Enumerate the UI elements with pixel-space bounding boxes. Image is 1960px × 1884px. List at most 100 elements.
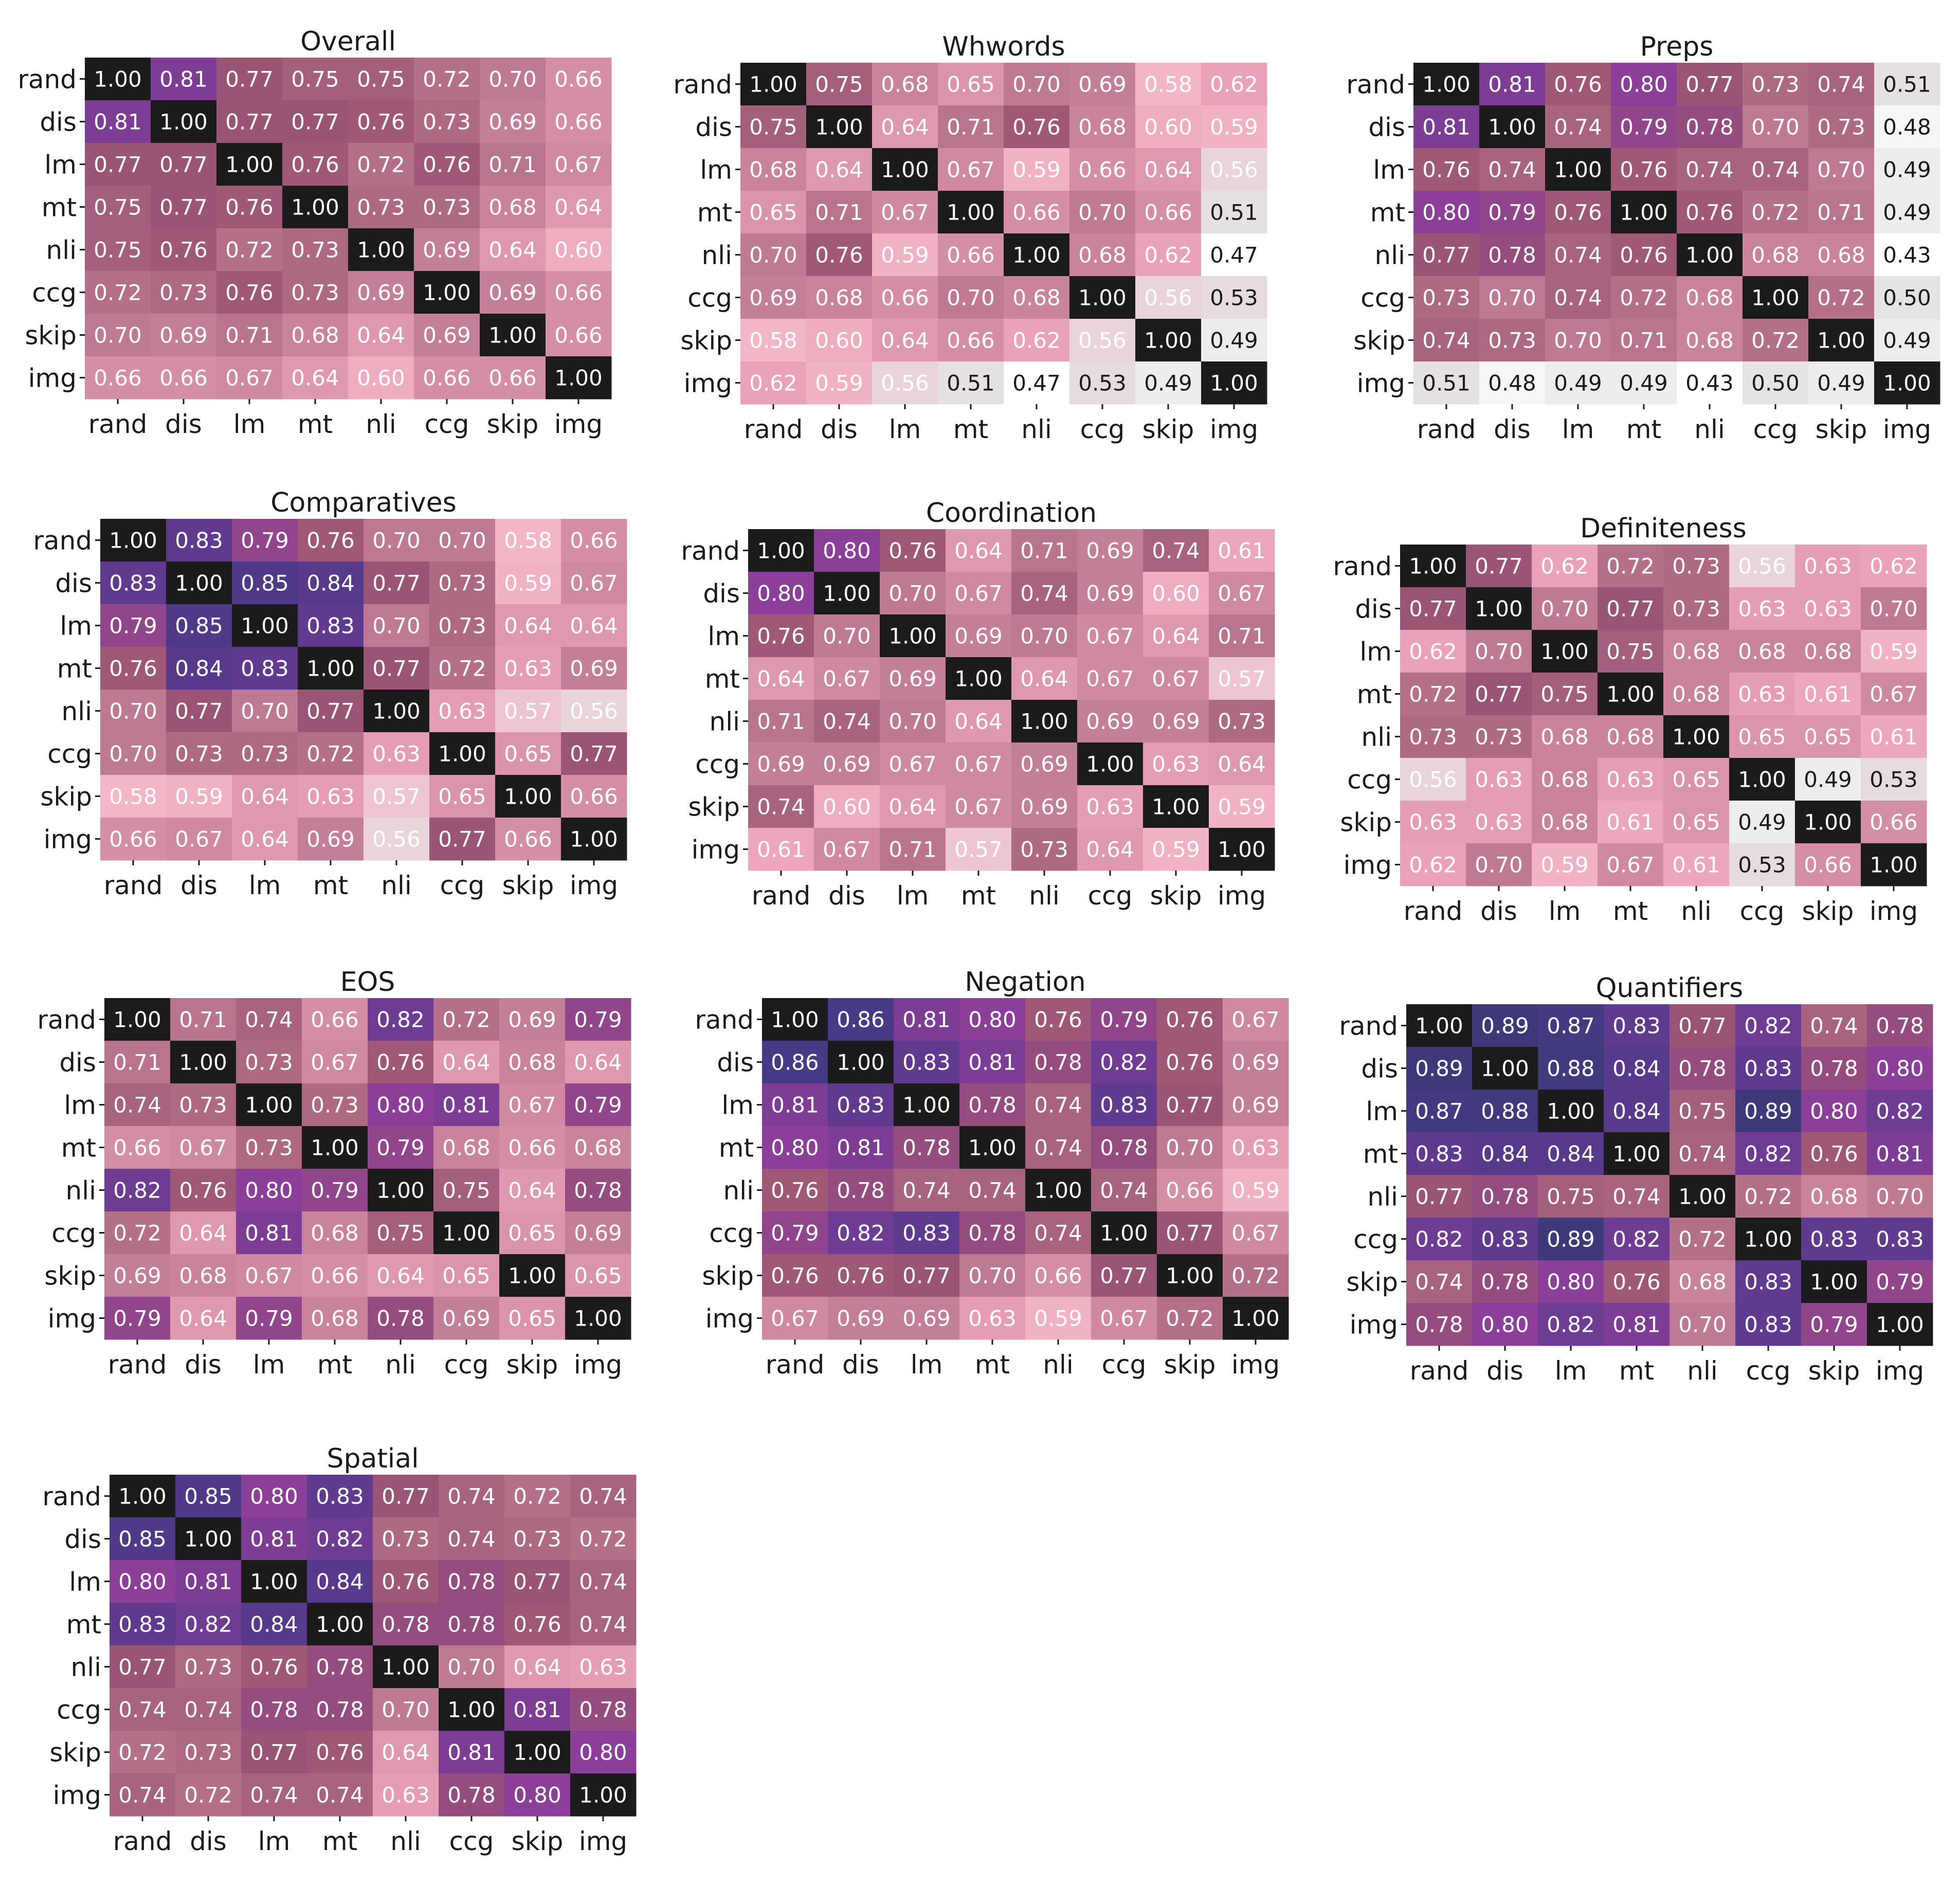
heatmap-cell	[348, 271, 414, 314]
x-tick-label: lm	[1549, 896, 1581, 926]
cell-value-label: 0.73	[241, 741, 289, 767]
heatmap-cell	[561, 690, 627, 733]
cell-value-label: 0.73	[423, 110, 471, 135]
heatmap-cell	[814, 700, 880, 743]
cell-value-label: 0.62	[1012, 328, 1061, 353]
cell-value-label: 0.71	[179, 1007, 227, 1032]
heatmap-cell	[946, 529, 1012, 572]
heatmap-cell	[1413, 361, 1480, 405]
cell-value-label: 0.65	[438, 784, 486, 809]
cell-value-label: 1.00	[1612, 1142, 1661, 1167]
heatmap-cell	[85, 314, 151, 357]
heatmap-cell	[110, 1645, 176, 1689]
y-tick-label: mt	[42, 193, 77, 223]
cell-value-label: 0.63	[306, 784, 355, 809]
cell-value-label: 0.65	[1738, 724, 1786, 750]
cell-value-label: 0.51	[1210, 200, 1258, 225]
heatmap-cell	[414, 271, 480, 314]
cell-value-label: 0.80	[1810, 1099, 1858, 1124]
cell-value-label: 0.72	[438, 656, 486, 681]
cell-value-label: 0.80	[1481, 1312, 1529, 1337]
heatmap-cell	[241, 1645, 307, 1689]
cell-value-label: 0.72	[184, 1783, 232, 1808]
heatmap-cell	[1400, 587, 1466, 630]
heatmap-cell	[1406, 1004, 1473, 1047]
heatmap-cell	[946, 742, 1012, 786]
cell-value-label: 0.74	[1554, 285, 1602, 311]
cell-value-label: 1.00	[1078, 285, 1127, 311]
cell-value-label: 0.70	[1817, 157, 1865, 183]
cell-value-label: 0.56	[1078, 328, 1127, 353]
heatmap-cell	[1201, 63, 1267, 106]
cell-value-label: 0.79	[109, 613, 157, 639]
cell-value-label: 0.67	[179, 1135, 227, 1161]
cell-value-label: 0.58	[504, 528, 552, 553]
cell-value-label: 0.81	[94, 110, 142, 135]
heatmap-cell	[236, 1126, 302, 1169]
heatmap-cell	[1223, 998, 1289, 1041]
cell-value-label: 0.66	[113, 1135, 161, 1161]
panel-title: Whwords	[942, 31, 1065, 62]
y-tick-label: nli	[1368, 1182, 1398, 1212]
cell-value-label: 0.65	[508, 1306, 556, 1331]
cell-value-label: 0.69	[1086, 709, 1134, 734]
heatmap-cell	[429, 732, 496, 775]
cell-value-label: 0.63	[438, 699, 486, 724]
heatmap-cell	[241, 1688, 307, 1731]
heatmap-cell	[946, 572, 1012, 615]
heatmap-cell	[1801, 1260, 1867, 1303]
heatmap-cell	[748, 742, 814, 786]
x-tick-label: skip	[1142, 414, 1194, 444]
cell-value-label: 0.49	[1144, 371, 1192, 396]
cell-value-label: 0.75	[94, 195, 142, 220]
heatmap-cell	[1677, 63, 1743, 106]
cell-value-label: 0.72	[579, 1527, 627, 1552]
heatmap-cell	[368, 1041, 434, 1084]
heatmap-cell	[307, 1773, 373, 1817]
heatmap-cell	[1874, 233, 1940, 277]
cell-value-label: 0.64	[241, 827, 289, 852]
cell-value-label: 0.72	[357, 152, 405, 177]
heatmap-cell	[110, 1603, 176, 1646]
heatmap-cell	[364, 561, 430, 605]
heatmap-cell	[762, 1254, 828, 1297]
heatmap-cell	[241, 1773, 307, 1817]
cell-value-label: 0.76	[771, 1178, 819, 1203]
heatmap-cell	[1157, 1126, 1223, 1169]
heatmap-cell	[1135, 233, 1202, 277]
heatmap-cell	[1479, 276, 1546, 319]
heatmap-cell	[1157, 1254, 1223, 1297]
x-tick-label: dis	[180, 871, 217, 900]
heatmap-cell	[282, 100, 349, 143]
heatmap-cell	[546, 186, 612, 229]
x-tick-label: ccg	[425, 409, 469, 439]
heatmap-cell	[894, 1254, 960, 1297]
cell-value-label: 0.56	[1738, 554, 1786, 579]
x-tick-label: lm	[249, 871, 281, 900]
cell-value-label: 0.75	[1540, 682, 1589, 707]
heatmap-cell	[504, 1603, 571, 1646]
panel-title: EOS	[340, 967, 395, 998]
cell-value-label: 0.74	[579, 1484, 627, 1509]
heatmap-cell	[828, 1254, 894, 1297]
cell-value-label: 0.74	[1554, 243, 1602, 268]
heatmap-cell	[1604, 1175, 1670, 1218]
heatmap-cell	[216, 143, 283, 186]
heatmap-cell	[1143, 700, 1209, 743]
heatmap-cell	[439, 1560, 505, 1603]
cell-value-label: 0.69	[1152, 709, 1200, 734]
cell-value-label: 0.60	[823, 794, 871, 820]
heatmap-cell	[1538, 1004, 1604, 1047]
heatmap-cell	[232, 519, 298, 562]
heatmap-cell	[216, 58, 283, 101]
y-tick-label: rand	[1333, 552, 1392, 582]
cell-value-label: 0.64	[442, 1050, 491, 1075]
heatmap-cell	[1545, 276, 1611, 319]
cell-value-label: 1.00	[179, 1050, 227, 1075]
heatmap-cell	[1663, 843, 1730, 886]
heatmap-cell	[1743, 361, 1809, 405]
cell-value-label: 1.00	[968, 1135, 1017, 1161]
cell-value-label: 0.64	[291, 366, 339, 391]
cell-value-label: 0.50	[1751, 371, 1800, 396]
cell-value-label: 0.70	[1751, 115, 1800, 140]
